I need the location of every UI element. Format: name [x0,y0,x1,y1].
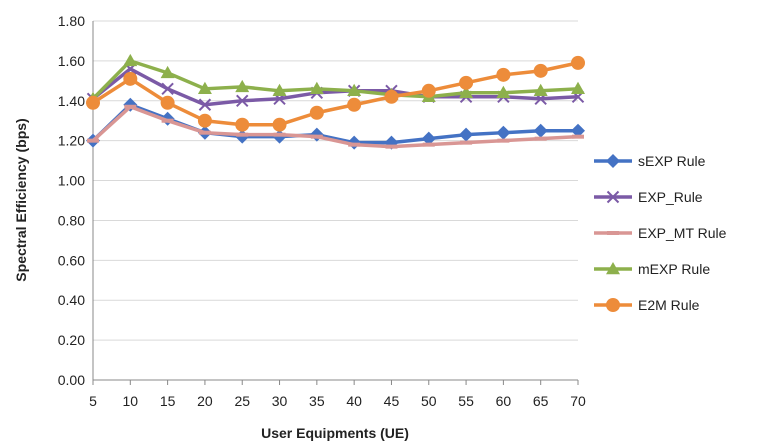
y-tick-label: 0.80 [58,212,85,228]
data-point [347,97,362,112]
legend-item: mEXP Rule [594,261,710,277]
data-point [459,75,474,90]
series-exp-mt-rule [87,104,584,149]
x-tick-label: 30 [272,393,288,409]
data-point [571,81,585,95]
legend-marker [606,154,620,168]
x-tick-label: 10 [123,393,139,409]
x-tick-label: 55 [458,393,474,409]
legend-label: mEXP Rule [638,261,710,277]
x-tick-label: 60 [496,393,512,409]
x-tick-label: 25 [234,393,250,409]
data-point [496,125,511,140]
legend-label: EXP_MT Rule [638,225,727,241]
data-point [236,94,249,107]
y-tick-label: 0.60 [58,252,85,268]
data-point [572,134,584,139]
data-point [384,89,399,104]
x-tick-label: 35 [309,393,325,409]
data-point [533,123,548,138]
data-point [496,67,511,82]
data-point [124,104,137,109]
series-line [91,105,579,149]
x-axis-ticks: 5 10 15 20 25 30 35 40 45 50 55 60 65 70 [89,380,586,409]
legend-label: EXP_Rule [638,189,703,205]
data-point [459,85,474,99]
data-point [460,140,473,145]
data-point [235,117,250,132]
x-tick-label: 45 [384,393,400,409]
data-point [235,79,250,93]
series-group [86,53,585,150]
y-tick-label: 0.40 [58,292,85,308]
data-point [571,123,585,138]
data-point [497,138,510,143]
data-point [310,134,323,139]
data-point [160,95,175,110]
y-tick-label: 1.20 [58,133,85,149]
series-e2m-rule [86,55,585,132]
data-point [534,136,547,141]
data-point [348,142,361,147]
data-point [198,130,211,135]
data-point [421,83,436,98]
legend-label: sEXP Rule [638,153,706,169]
data-point [496,85,511,99]
data-point [123,71,138,86]
legend-marker [607,231,619,235]
x-tick-label: 5 [89,393,97,409]
y-tick-label: 0.00 [58,372,85,388]
x-tick-label: 65 [533,393,549,409]
legend-marker [606,298,620,312]
x-tick-label: 50 [421,393,437,409]
data-point [385,144,398,149]
data-point [309,105,324,120]
data-point [421,131,436,146]
legend-item: EXP_MT Rule [594,225,727,241]
data-point [236,132,249,137]
data-point [272,83,287,97]
data-point [347,83,362,97]
legend-item: sEXP Rule [594,153,706,169]
data-point [571,55,585,70]
legend-item: E2M Rule [594,297,700,313]
y-axis-ticks: 0.00 0.20 0.40 0.60 0.80 1.00 1.20 1.40 1.60 1.80 [58,13,85,388]
y-tick-label: 1.00 [58,173,85,189]
series-line [91,59,579,101]
legend-item: EXP_Rule [594,189,703,205]
legend-marker [606,262,620,275]
legend-marker [606,190,620,204]
data-point [273,132,286,137]
data-point [198,98,212,111]
x-tick-label: 15 [160,393,176,409]
data-point [272,117,287,132]
data-point [197,113,212,128]
data-point [123,53,138,67]
data-point [533,63,548,78]
y-tick-label: 1.40 [58,93,85,109]
y-axis-title: Spectral Efficiency (bps) [13,118,29,281]
x-axis-title: User Equipments (UE) [261,425,409,441]
x-tick-label: 40 [346,393,362,409]
y-tick-label: 1.80 [58,13,85,29]
data-point [197,81,212,95]
data-point [533,83,548,97]
x-tick-label: 70 [570,393,586,409]
x-tick-label: 20 [197,393,213,409]
data-point [86,95,100,110]
data-point [422,142,435,147]
data-point [459,127,474,142]
legend: sEXP Rule EXP_Rule EXP_MT Rule mEXP Rule E2M… [594,153,727,313]
legend-label: E2M Rule [638,297,700,313]
data-point [161,82,174,96]
data-point [161,118,174,123]
y-tick-label: 0.20 [58,332,85,348]
y-tick-label: 1.60 [58,53,85,69]
data-point [160,65,175,79]
data-point [87,138,99,143]
data-point [309,81,324,95]
